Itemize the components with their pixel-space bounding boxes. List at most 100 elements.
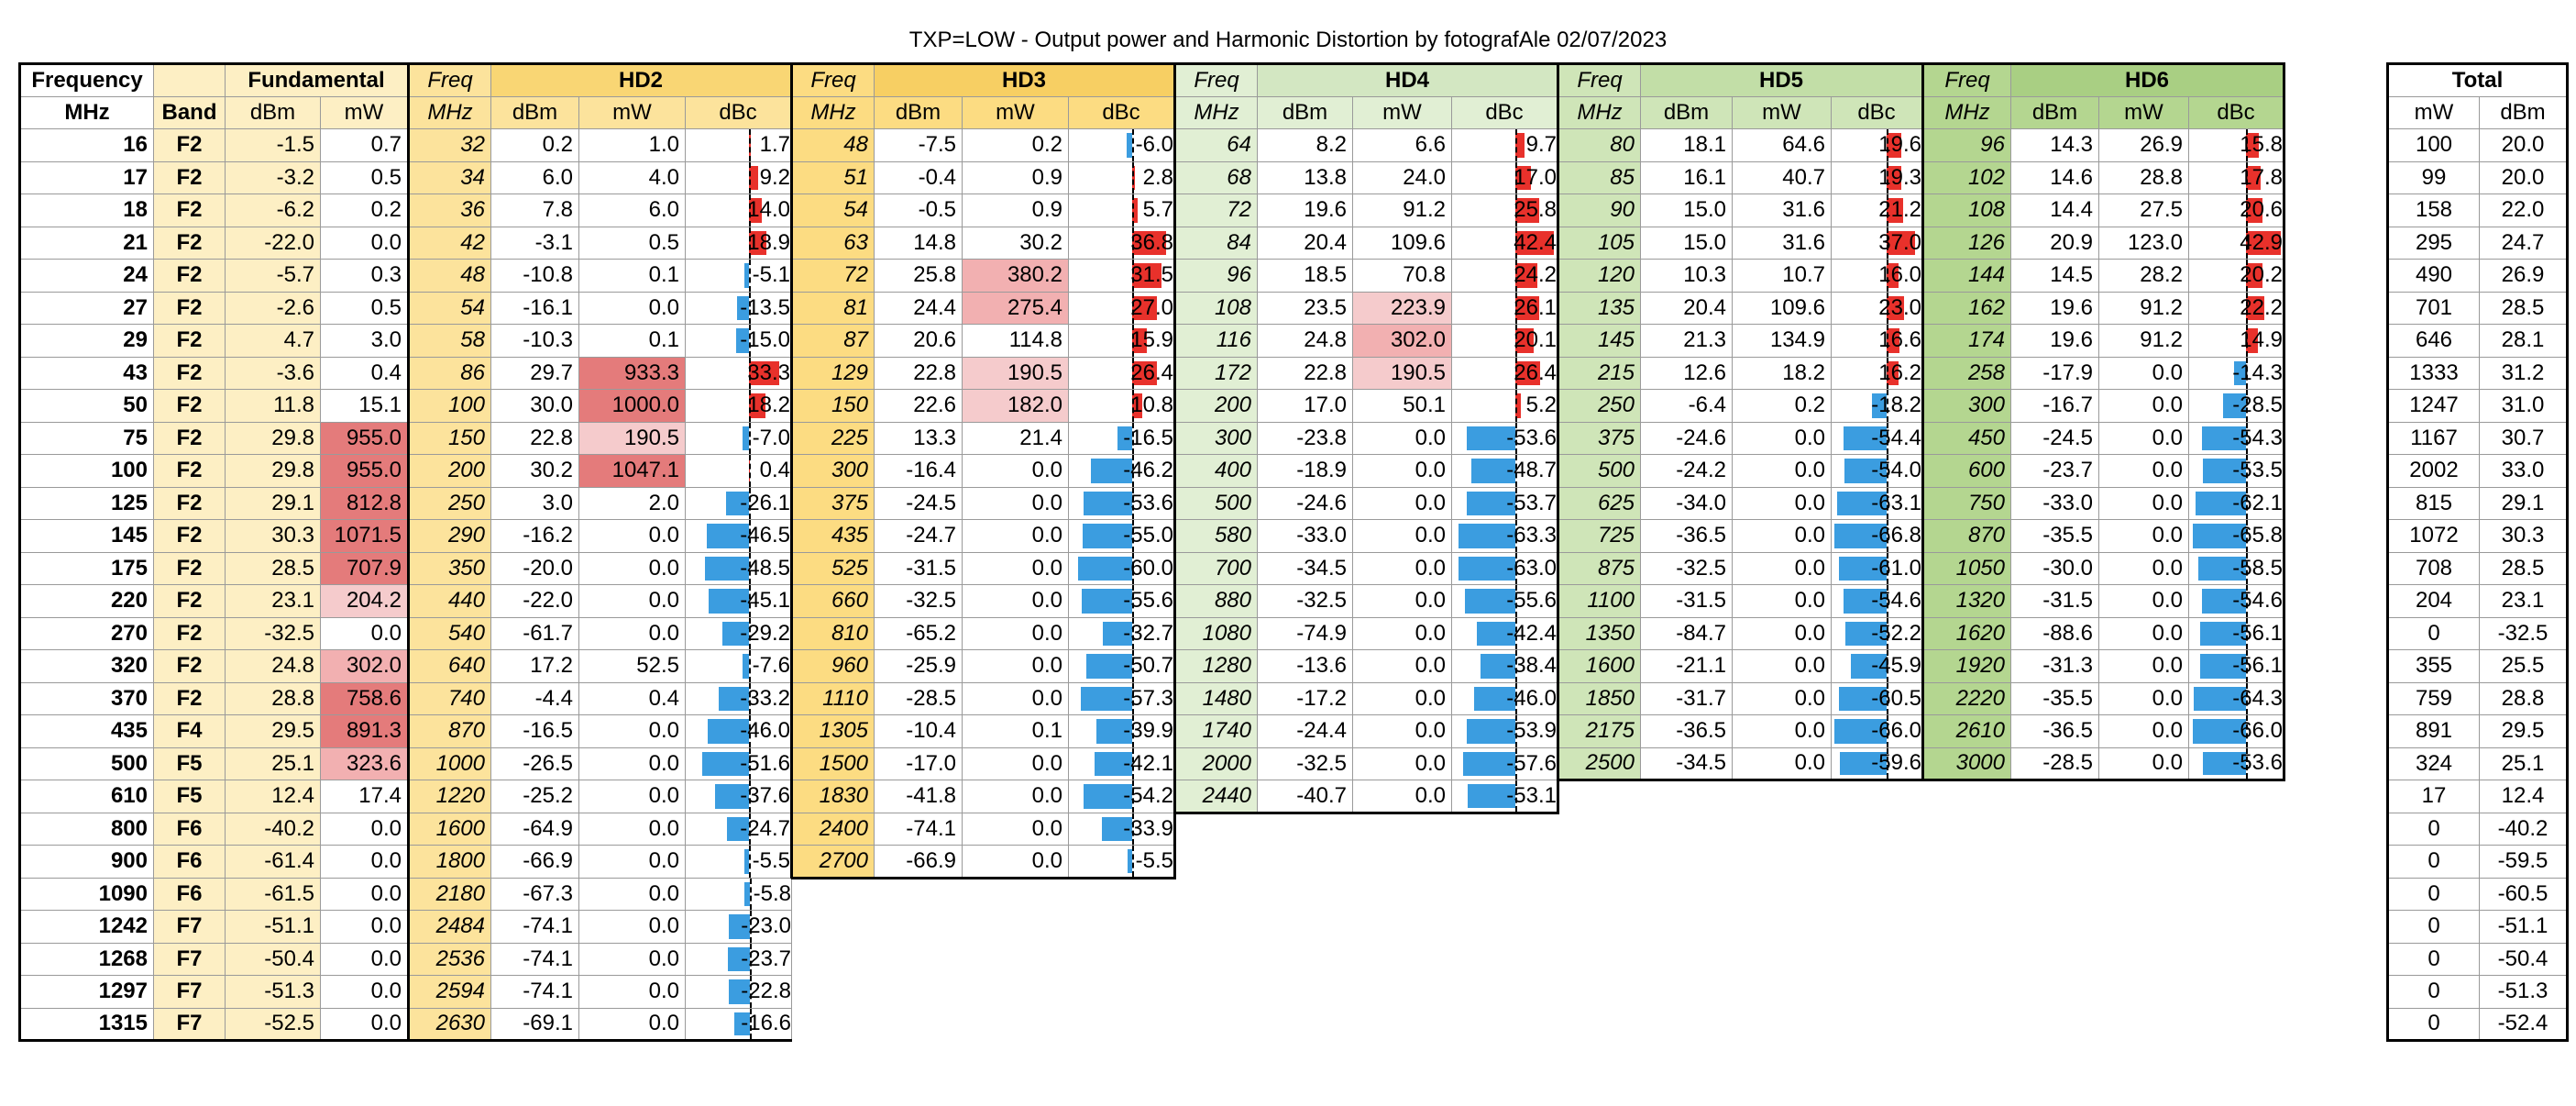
hd2-dbm-cell: 7.8 — [490, 194, 579, 227]
hd5-empty-cell — [1558, 780, 1641, 813]
hd2-dbm-cell: -61.7 — [490, 616, 579, 650]
hd2-dbm-cell: -64.9 — [490, 812, 579, 846]
fund-mw-cell: 0.5 — [320, 291, 409, 325]
hd2-freq-cell: 36 — [407, 194, 491, 227]
hd4-freq-cell: 2440 — [1174, 780, 1258, 814]
hd4-mw-cell: 302.0 — [1352, 324, 1452, 358]
hd5-dbc-cell: 23.0 — [1831, 291, 1924, 325]
hd4-dbc-cell: -55.6 — [1451, 584, 1559, 618]
hd2-mw-cell: 0.0 — [578, 291, 686, 325]
hd4-freq-cell: 84 — [1174, 226, 1258, 260]
hd3-dbc-cell: -16.5 — [1068, 421, 1176, 455]
hd4-dbc-cell: 20.1 — [1451, 324, 1559, 358]
dbc-value: -48.7 — [1506, 458, 1557, 483]
fund-dbm-cell: 30.3 — [225, 519, 321, 553]
hd2-freq-cell: 32 — [407, 128, 491, 162]
hd2-freq-cell: 1000 — [407, 747, 491, 780]
hd2-dbm-cell: -10.8 — [490, 259, 579, 293]
dbc-bar — [2201, 426, 2247, 450]
dbc-zero-axis — [2246, 747, 2249, 778]
dbc-bar — [1467, 784, 1516, 808]
hd2-mw-cell: 52.5 — [578, 649, 686, 683]
band-cell: F7 — [153, 942, 226, 976]
hd5-freq-cell: 135 — [1558, 291, 1641, 325]
fund-mw-cell: 323.6 — [320, 747, 409, 780]
hd5-dbm-cell: 12.6 — [1640, 356, 1733, 390]
hd2-dbm-cell: -16.1 — [490, 291, 579, 325]
hd5-freq-cell: 90 — [1558, 194, 1641, 227]
hd4-dbm-cell: -24.4 — [1257, 714, 1353, 748]
hd5-empty-cell — [1558, 846, 1641, 879]
band-cell: F2 — [153, 649, 226, 683]
fund-dbm-cell: 11.8 — [225, 389, 321, 423]
hd2-freq-cell: 350 — [407, 551, 491, 585]
dbc-bar — [1833, 524, 1887, 548]
frequency-cell: 370 — [18, 681, 154, 715]
fund-mw-cell: 1071.5 — [320, 519, 409, 553]
table-row: 320 F2 24.8 302.0 640 17.2 52.5 -7.6 960 -25.9 0.0… — [18, 649, 2285, 683]
fund-dbm-cell: -6.2 — [225, 194, 321, 227]
hd3-freq-cell: 1830 — [790, 780, 875, 813]
hd4-freq-cell: 200 — [1174, 389, 1258, 423]
frequency-cell: 100 — [18, 454, 154, 488]
hd6-freq-cell: 870 — [1922, 519, 2011, 553]
dbc-zero-axis — [1515, 227, 1518, 259]
frequency-cell: 800 — [18, 812, 154, 846]
dbc-zero-axis — [1132, 715, 1135, 747]
total-mw-cell: 295 — [2386, 226, 2480, 260]
hd4-freq-cell: 880 — [1174, 584, 1258, 618]
hd4-empty-cell — [1175, 1008, 1258, 1041]
hd3-dbm-cell: 20.6 — [874, 324, 963, 358]
dbc-bar — [719, 686, 750, 711]
hd4-empty-cell — [1353, 976, 1452, 1009]
dbc-zero-axis — [1886, 292, 1888, 324]
hd2-dbm-cell: -16.2 — [490, 519, 579, 553]
hd4-mw-cell: 190.5 — [1352, 356, 1452, 390]
dbc-bar — [1465, 589, 1516, 614]
hd3-empty-cell — [1069, 1008, 1175, 1041]
fund-dbm-cell: 29.8 — [225, 454, 321, 488]
hd6-dbc-cell: -56.1 — [2188, 649, 2285, 683]
hd6-mw-cell: 0.0 — [2098, 551, 2189, 585]
hd4-empty-cell — [1175, 911, 1258, 944]
dbc-bar — [1886, 133, 1902, 158]
hd6-dbc-cell: 14.9 — [2188, 324, 2285, 358]
total-mw-cell: 490 — [2386, 259, 2480, 293]
hdr-hd2-dbc: dBc — [685, 95, 792, 129]
hd5-freq-cell: 500 — [1558, 454, 1641, 488]
hd3-dbm-cell: -10.4 — [874, 714, 963, 748]
hd2-mw-cell: 0.0 — [578, 747, 686, 780]
hd6-empty-cell — [1923, 878, 2011, 911]
hdr-hd4-mw: mW — [1352, 95, 1452, 129]
total-mw-cell: 158 — [2386, 194, 2480, 227]
hd2-mw-cell: 2.0 — [578, 486, 686, 520]
dbc-zero-axis — [1886, 129, 1888, 161]
dbc-zero-axis — [749, 292, 752, 324]
dbc-value: -7.0 — [752, 425, 790, 450]
frequency-cell: 43 — [18, 356, 154, 390]
hd2-mw-cell: 0.0 — [578, 551, 686, 585]
hd3-dbc-cell: 15.9 — [1068, 324, 1176, 358]
hd2-dbc-cell: -23.0 — [685, 910, 792, 944]
dbc-zero-axis — [1515, 552, 1518, 584]
hd6-dbc-cell: 22.2 — [2188, 291, 2285, 325]
hd4-mw-cell: 223.9 — [1352, 291, 1452, 325]
hd2-mw-cell: 6.0 — [578, 194, 686, 227]
dbc-zero-axis — [1515, 780, 1518, 811]
total-mw-cell: 355 — [2386, 649, 2480, 683]
hd3-freq-cell: 1500 — [790, 747, 875, 780]
fund-mw-cell: 302.0 — [320, 649, 409, 683]
hd6-empty-cell — [2011, 1008, 2099, 1041]
frequency-cell: 1268 — [18, 942, 154, 976]
dbc-zero-axis — [1515, 585, 1518, 617]
dbc-zero-axis — [1515, 487, 1518, 519]
dbc-zero-axis — [749, 715, 752, 747]
dbc-bar — [715, 784, 750, 809]
dbc-value: -55.0 — [1123, 523, 1173, 548]
hd2-dbc-cell: 0.4 — [685, 454, 792, 488]
table-row: 610 F5 12.4 17.4 1220 -25.2 0.0 -37.6 1830 -41.8 0… — [18, 780, 2284, 814]
dbc-zero-axis — [1132, 780, 1135, 813]
dbc-value: 20.1 — [1514, 327, 1557, 353]
total-row: 0 -59.5 — [2386, 845, 2569, 879]
total-dbm-cell: -50.4 — [2479, 942, 2569, 976]
